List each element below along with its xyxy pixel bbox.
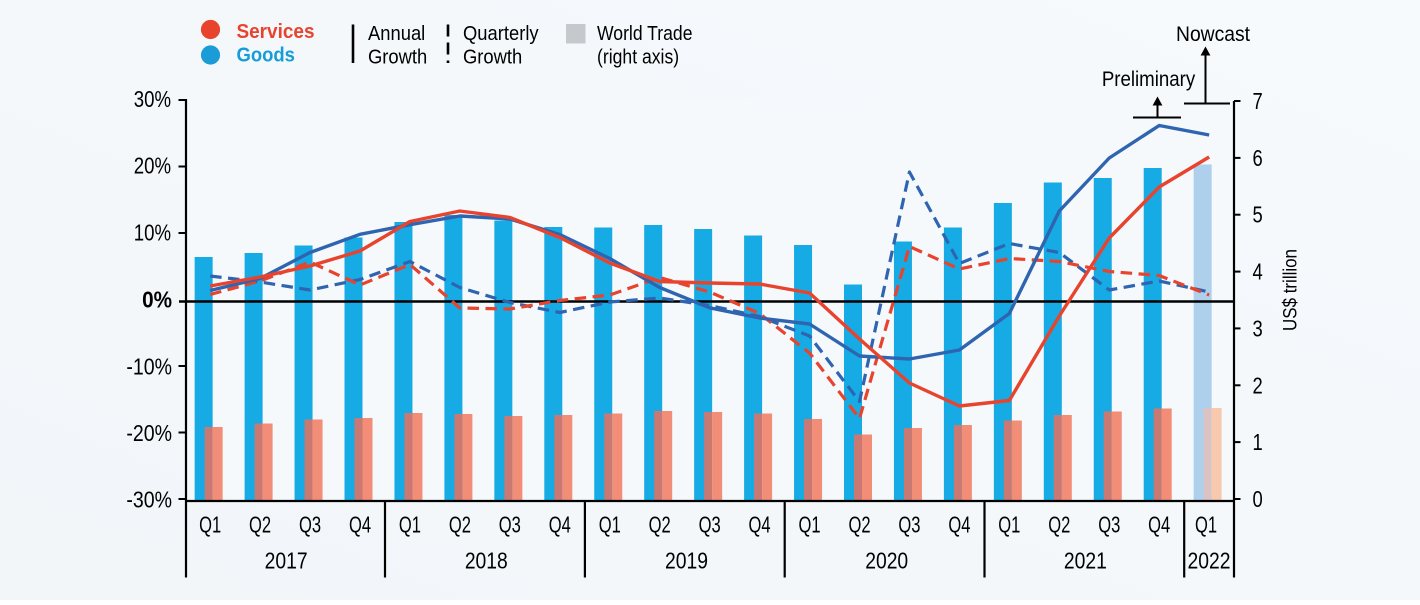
svg-text:Q4: Q4	[948, 513, 970, 538]
svg-text:2018: 2018	[465, 549, 508, 574]
svg-text:Q1: Q1	[799, 513, 821, 538]
svg-text:-10%: -10%	[126, 354, 172, 380]
svg-text:Q2: Q2	[848, 513, 870, 538]
svg-text:2019: 2019	[665, 549, 708, 574]
svg-text:Growth: Growth	[463, 47, 522, 69]
svg-text:4: 4	[1253, 260, 1263, 285]
svg-text:Annual: Annual	[368, 23, 425, 45]
svg-text:Q2: Q2	[249, 513, 271, 538]
svg-text:10%: 10%	[134, 221, 171, 246]
svg-text:2: 2	[1253, 373, 1263, 398]
svg-text:Q2: Q2	[449, 513, 471, 538]
svg-text:6: 6	[1253, 146, 1263, 171]
svg-text:3: 3	[1253, 317, 1263, 342]
svg-text:7: 7	[1253, 89, 1263, 114]
svg-text:US$ trillion: US$ trillion	[1278, 249, 1300, 331]
svg-text:0: 0	[1253, 487, 1263, 512]
svg-text:Q4: Q4	[549, 513, 571, 538]
svg-text:Q3: Q3	[1098, 513, 1120, 538]
svg-text:2020: 2020	[865, 549, 908, 574]
svg-text:Preliminary: Preliminary	[1102, 68, 1195, 91]
svg-text:Q4: Q4	[1148, 513, 1170, 538]
svg-text:World Trade: World Trade	[597, 22, 692, 44]
svg-text:-20%: -20%	[126, 421, 172, 447]
svg-text:-30%: -30%	[126, 487, 172, 513]
svg-text:Goods: Goods	[237, 44, 296, 67]
svg-text:Services: Services	[237, 20, 315, 43]
svg-text:1: 1	[1253, 430, 1263, 455]
svg-text:20%: 20%	[134, 154, 171, 179]
svg-text:Q2: Q2	[649, 513, 671, 538]
svg-text:5: 5	[1253, 203, 1263, 228]
svg-text:Q1: Q1	[599, 513, 621, 538]
svg-text:Q1: Q1	[199, 513, 221, 538]
svg-text:Q3: Q3	[499, 513, 521, 538]
svg-text:Nowcast: Nowcast	[1176, 23, 1250, 46]
svg-text:Quarterly: Quarterly	[463, 23, 539, 45]
svg-text:Q1: Q1	[399, 513, 421, 538]
svg-text:30%: 30%	[134, 87, 171, 112]
svg-text:2021: 2021	[1064, 549, 1107, 574]
svg-text:Growth: Growth	[368, 47, 427, 69]
svg-text:Q4: Q4	[749, 513, 771, 538]
svg-text:Q1: Q1	[998, 513, 1020, 538]
svg-text:Q3: Q3	[299, 513, 321, 538]
svg-text:0%: 0%	[142, 286, 172, 312]
svg-text:Q3: Q3	[898, 513, 920, 538]
svg-text:(right axis): (right axis)	[597, 45, 679, 67]
svg-text:2022: 2022	[1188, 549, 1231, 574]
svg-text:Q1: Q1	[1195, 513, 1217, 538]
svg-text:Q4: Q4	[349, 513, 371, 538]
svg-text:2017: 2017	[265, 549, 308, 574]
svg-text:Q3: Q3	[699, 513, 721, 538]
svg-text:Q2: Q2	[1048, 513, 1070, 538]
